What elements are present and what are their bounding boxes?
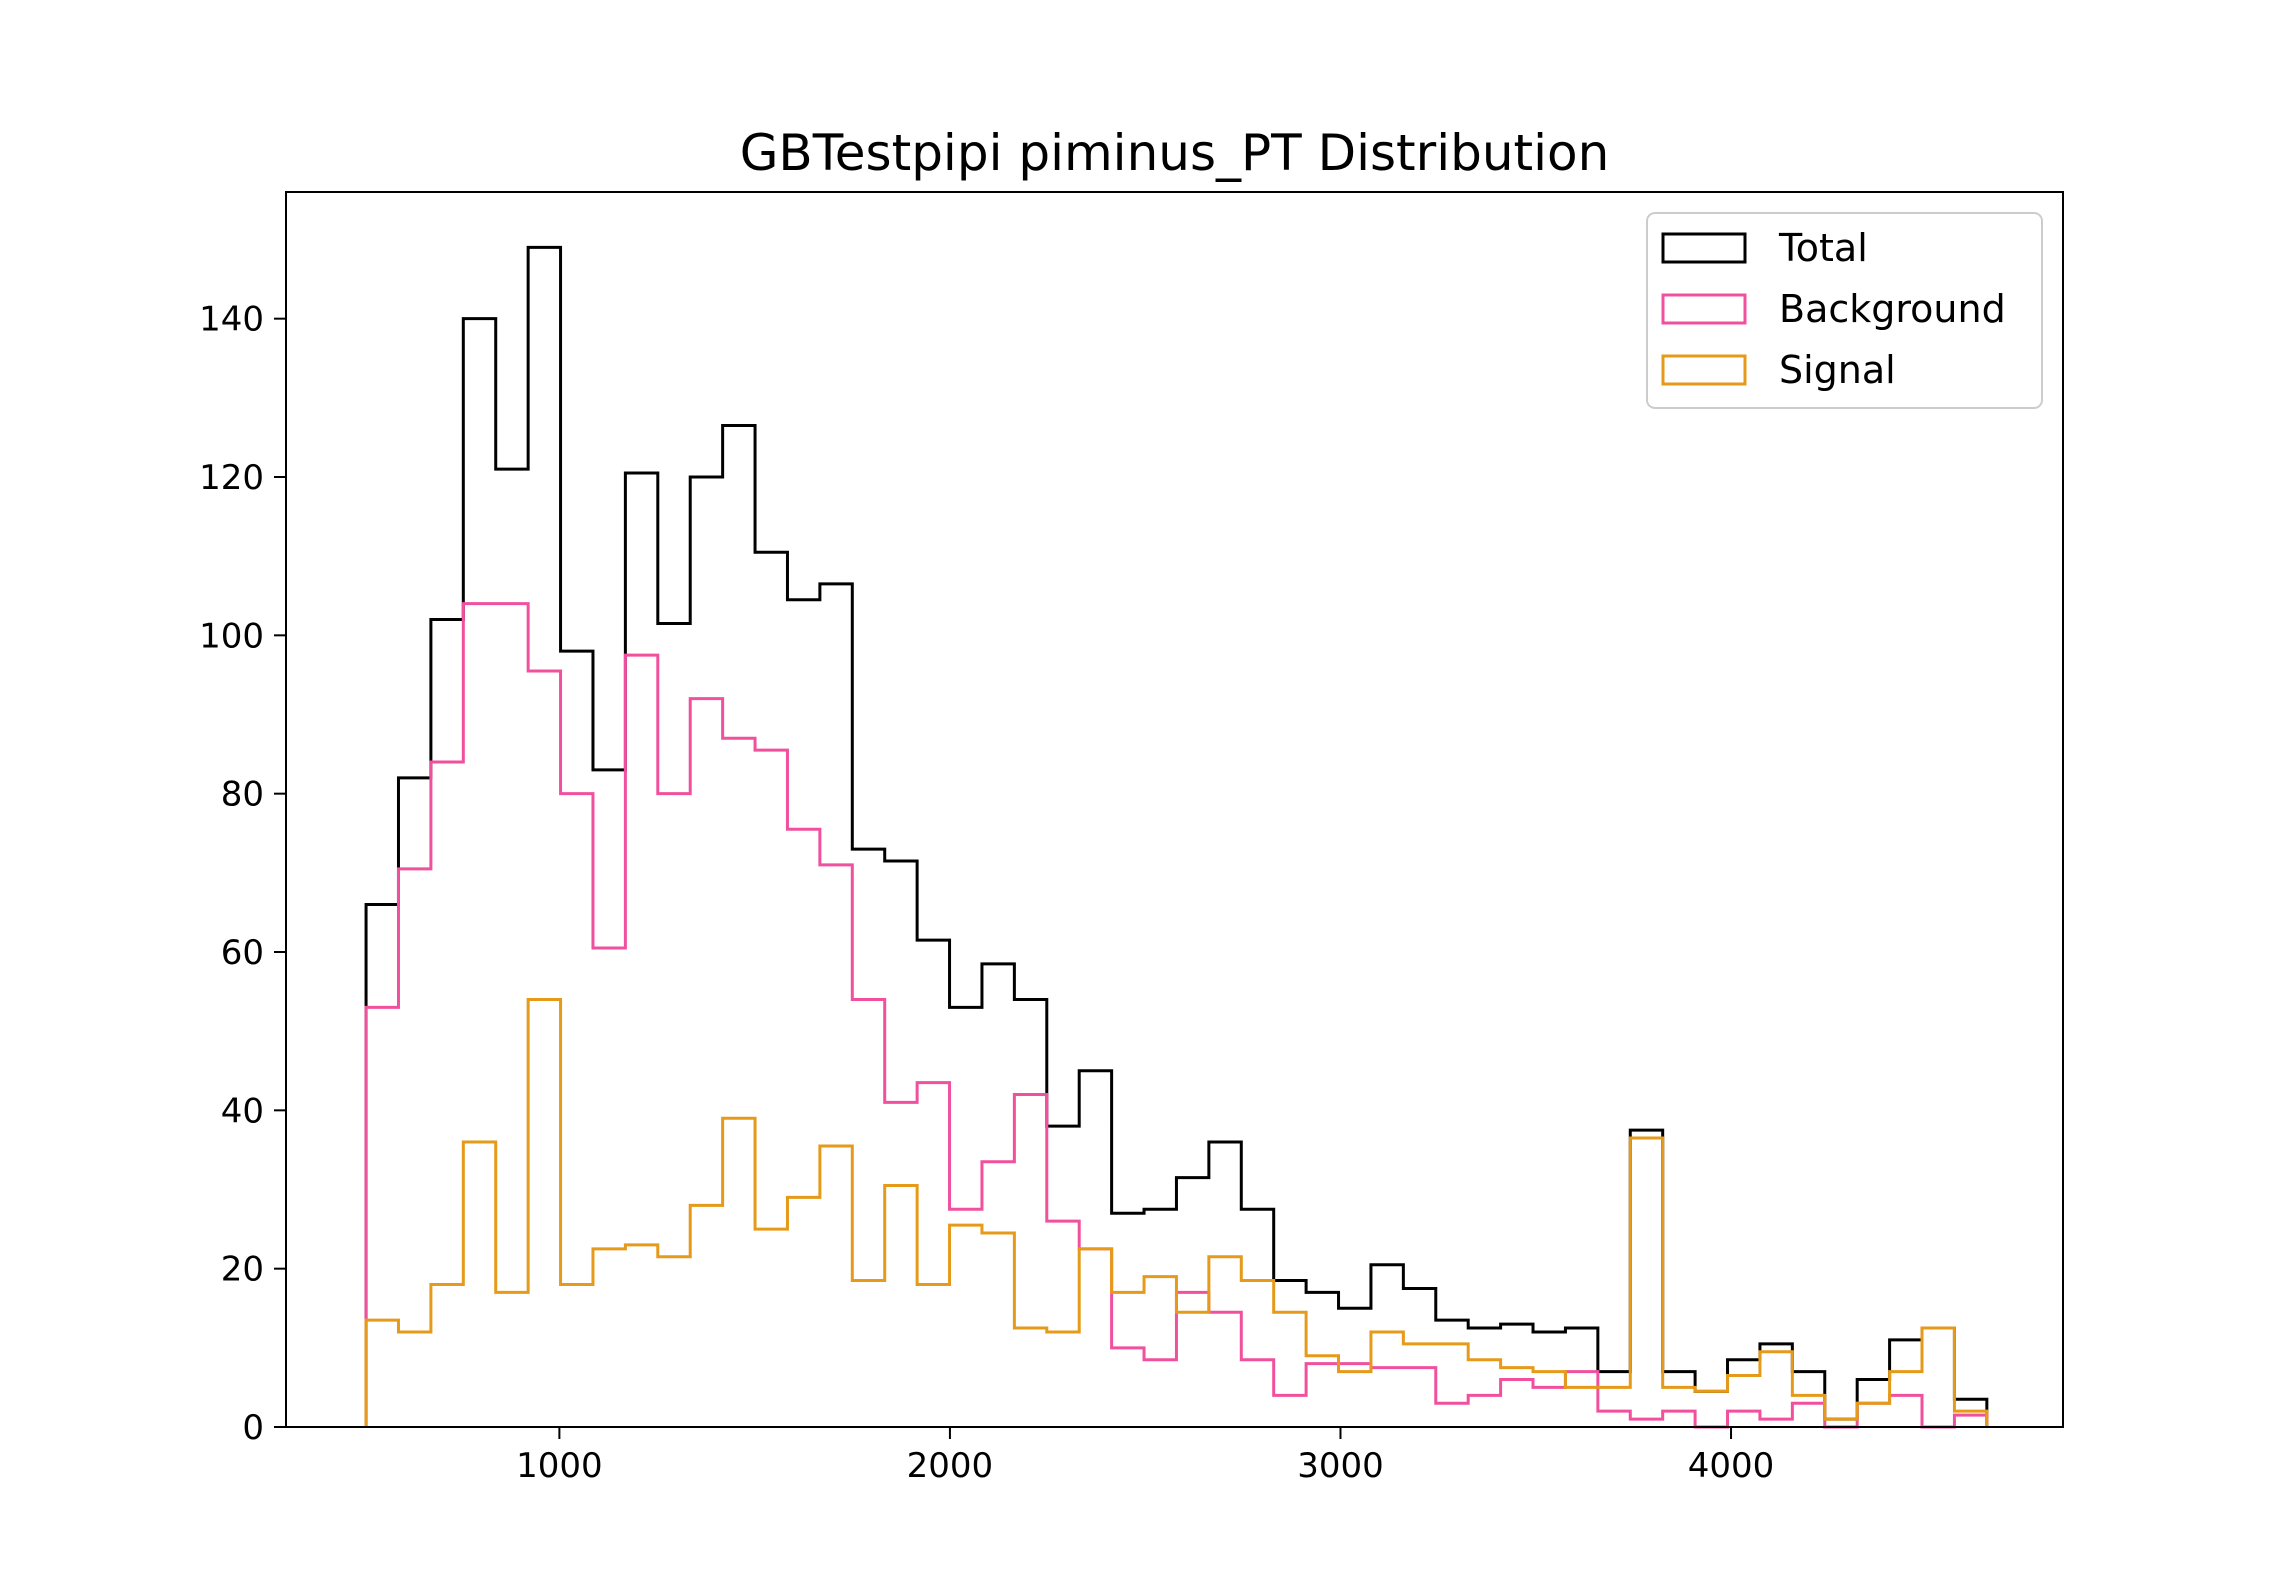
x-tick-label: 3000 [1297, 1446, 1384, 1486]
y-tick-label: 0 [242, 1408, 264, 1448]
x-tick-label: 1000 [516, 1446, 603, 1486]
x-tick-label: 2000 [907, 1446, 994, 1486]
legend-label-total: Total [1778, 226, 1868, 270]
y-tick-label: 20 [221, 1250, 264, 1290]
y-tick-label: 120 [199, 458, 264, 498]
chart-title: GBTestpipi piminus_PT Distribution [740, 124, 1610, 182]
y-tick-label: 100 [199, 616, 264, 656]
legend-swatch-background [1661, 293, 1747, 325]
y-tick-label: 140 [199, 300, 264, 340]
plot-frame [285, 191, 2064, 1428]
legend-swatch-signal [1661, 354, 1747, 386]
y-tick-label: 80 [221, 775, 264, 815]
y-tick-label: 60 [221, 933, 264, 973]
series-background-step [364, 602, 1989, 1429]
series-layer [364, 245, 1989, 1429]
y-tick-label: 40 [221, 1091, 264, 1131]
legend-label-background: Background [1779, 287, 2006, 331]
legend-label-signal: Signal [1779, 348, 1896, 392]
legend: Total Background Signal [1646, 212, 2043, 409]
legend-swatch-total [1661, 232, 1747, 264]
axes-layer: 1000 2000 3000 4000 0 20 40 60 80 100 120 140 [199, 191, 2064, 1486]
series-signal-step [364, 998, 1989, 1427]
x-tick-label: 4000 [1688, 1446, 1775, 1486]
